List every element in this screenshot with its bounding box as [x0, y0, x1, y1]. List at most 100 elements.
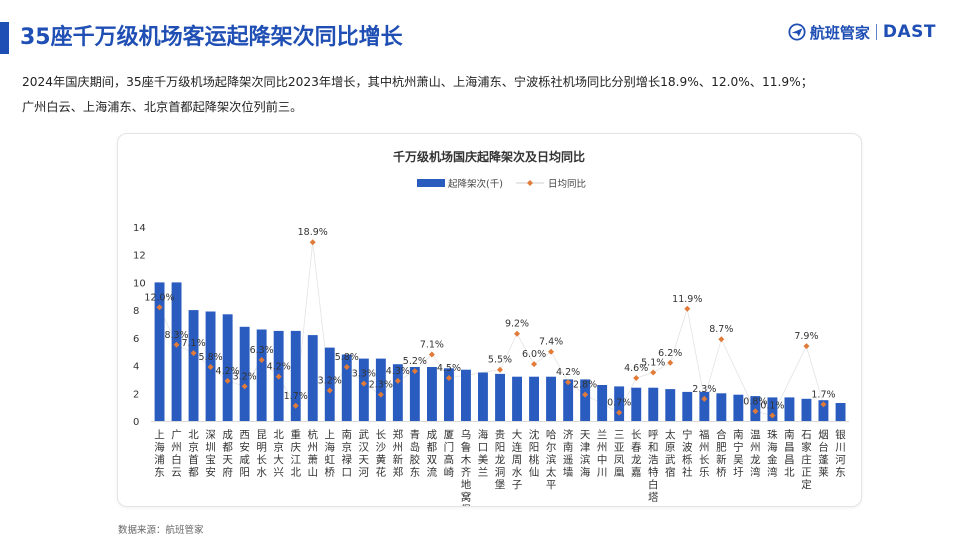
yoy-label-25: 2.8%	[573, 380, 597, 391]
yoy-marker-14	[394, 377, 401, 384]
bar-26	[597, 385, 608, 421]
x-tick-label-32: 福州长乐	[699, 428, 710, 479]
x-tick-label-4: 成都天府	[222, 429, 233, 479]
bar-2	[188, 310, 199, 421]
bar-31	[682, 391, 693, 421]
yoy-marker-27	[616, 409, 623, 416]
bar-40	[835, 403, 846, 421]
y-tick-label: 2	[133, 389, 139, 400]
yoy-marker-25	[582, 391, 589, 398]
x-tick-label-17: 厦门高崎	[444, 429, 455, 479]
data-source: 数据来源：航班管家	[118, 525, 204, 536]
yoy-marker-2	[190, 350, 197, 357]
bar-29	[648, 387, 659, 421]
yoy-marker-0	[156, 304, 163, 311]
x-tick-label-30: 太原武宿	[665, 428, 676, 479]
bar-33	[716, 393, 727, 421]
yoy-marker-13	[377, 391, 384, 398]
yoy-label-2: 7.1%	[181, 338, 205, 349]
yoy-label-16: 7.1%	[420, 339, 444, 350]
bar-8	[290, 330, 301, 421]
x-tick-label-29: 呼和浩特白塔	[648, 429, 659, 504]
bar-19	[478, 372, 488, 421]
yoy-label-32: 2.3%	[692, 384, 716, 395]
bar-14	[392, 364, 403, 421]
yoy-label-14: 4.3%	[386, 366, 410, 377]
yoy-label-38: 7.9%	[794, 331, 818, 342]
summary-line-1: 2024年国庆期间，35座千万级机场起降架次同比2023年增长，其中杭州萧山、上…	[22, 75, 813, 89]
yoy-label-22: 6.0%	[522, 349, 546, 360]
yoy-label-11: 5.8%	[335, 352, 359, 363]
yoy-marker-32	[701, 395, 708, 402]
bar-10	[324, 347, 335, 421]
y-tick-label: 10	[133, 278, 146, 289]
x-tick-label-1: 广州白云	[171, 429, 182, 479]
yoy-label-23: 7.4%	[539, 337, 563, 348]
legend-bar-label: 起降架次(千)	[448, 178, 503, 190]
bar-11	[341, 354, 352, 421]
yoy-marker-31	[684, 305, 691, 312]
y-tick-label: 0	[133, 417, 139, 428]
x-tick-label-39: 烟台蓬莱	[818, 428, 829, 479]
yoy-label-1: 8.3%	[164, 330, 188, 341]
page-title: 35座千万级机场客运起降架次同比增长	[20, 25, 403, 50]
brand-name-cn: 航班管家	[809, 23, 870, 42]
yoy-label-27: 0.7%	[607, 398, 631, 409]
bar-39	[818, 400, 829, 421]
yoy-label-0: 12.0%	[144, 292, 174, 303]
bar-0	[154, 282, 165, 421]
yoy-label-8: 1.7%	[284, 391, 308, 402]
yoy-label-4: 4.2%	[216, 366, 240, 377]
x-tick-label-18: 乌鲁木齐地窝堡	[461, 428, 472, 506]
x-tick-label-3: 深圳宝安	[205, 429, 216, 479]
x-tick-label-16: 成都双流	[427, 429, 438, 479]
yoy-marker-1	[173, 341, 180, 348]
brand-separator	[875, 24, 877, 40]
yoy-marker-39	[820, 401, 827, 408]
x-tick-label-22: 沈阳桃仙	[529, 428, 540, 479]
bar-34	[733, 394, 744, 421]
yoy-label-36: 0.1%	[760, 400, 784, 411]
legend-marker-label: 日均同比	[548, 178, 586, 190]
bar-38	[801, 398, 812, 421]
yoy-marker-30	[667, 359, 674, 366]
yoy-marker-3	[207, 363, 214, 370]
yoy-marker-21	[514, 330, 521, 337]
x-tick-label-0: 上海浦东	[154, 429, 165, 479]
x-tick-label-12: 武汉天河	[359, 428, 370, 479]
yoy-label-21: 9.2%	[505, 319, 529, 330]
x-tick-label-31: 宁波栎社	[682, 428, 693, 479]
yoy-marker-28	[633, 375, 640, 382]
yoy-marker-29	[650, 369, 657, 376]
yoy-marker-12	[360, 380, 367, 387]
x-tick-label-5: 西安咸阳	[239, 429, 250, 479]
x-tick-label-19: 海口美兰	[478, 428, 489, 479]
bar-27	[614, 386, 625, 421]
legend-marker-swatch	[527, 180, 533, 186]
bar-17	[444, 368, 454, 421]
yoy-label-39: 1.7%	[811, 389, 835, 400]
yoy-marker-4	[224, 377, 231, 384]
bar-12	[358, 358, 369, 421]
yoy-marker-8	[292, 402, 299, 409]
yoy-label-20: 5.5%	[488, 355, 512, 366]
chart-title: 千万级机场国庆起降架次及日均同比	[393, 149, 585, 164]
x-tick-label-23: 哈尔滨太平	[546, 428, 557, 491]
yoy-label-5: 3.2%	[233, 371, 257, 382]
brand-logo: 航班管家 DAST	[788, 20, 936, 44]
y-tick-label: 8	[133, 306, 139, 317]
bar-21	[512, 376, 522, 421]
bar-30	[665, 389, 676, 421]
yoy-marker-24	[565, 379, 572, 386]
yoy-label-6: 6.3%	[250, 345, 274, 356]
yoy-label-33: 8.7%	[709, 324, 733, 335]
x-tick-label-27: 三亚凤凰	[614, 429, 625, 479]
yoy-label-29: 5.1%	[641, 358, 665, 369]
y-tick-label: 6	[133, 334, 139, 345]
x-tick-label-37: 南昌昌北	[784, 428, 795, 479]
yoy-marker-23	[548, 348, 555, 355]
plane-logo-icon	[788, 23, 806, 41]
yoy-marker-33	[718, 336, 725, 343]
yoy-marker-36	[769, 412, 776, 419]
y-tick-label: 14	[133, 223, 146, 234]
